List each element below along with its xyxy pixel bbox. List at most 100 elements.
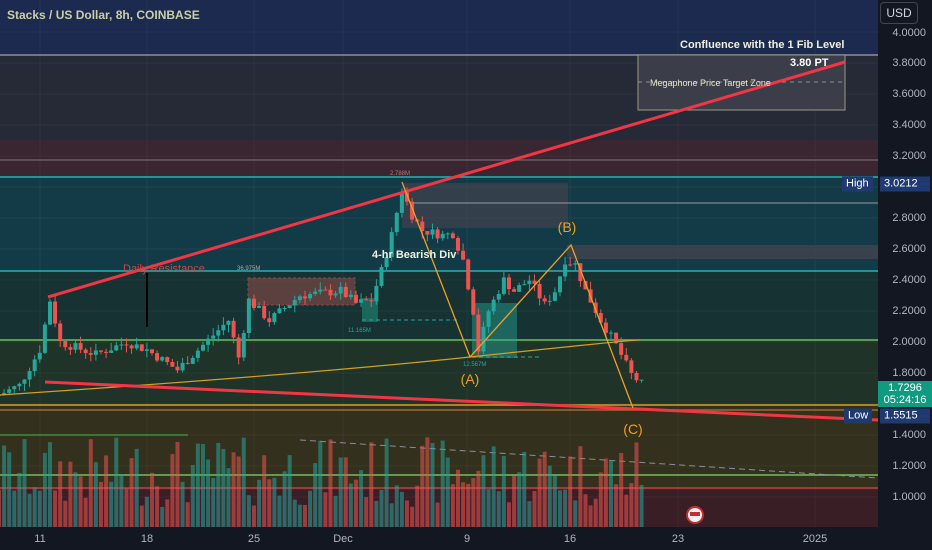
candle: [267, 318, 272, 323]
volume-bar: [552, 475, 557, 527]
price-tick: 2.8000: [892, 212, 926, 224]
zone-band: [0, 140, 878, 177]
moving-average: [0, 339, 641, 396]
volume-note: 2.788M: [390, 171, 410, 177]
dashed-projection: [299, 439, 878, 479]
volume-bar: [251, 505, 256, 527]
volume-note: 12.567M: [463, 362, 486, 368]
volume-bar: [53, 490, 58, 527]
volume-bar: [333, 495, 338, 527]
volume-bar: [568, 456, 573, 527]
volume-bar: [430, 443, 435, 527]
volume-bar: [185, 502, 190, 527]
volume-bar: [440, 440, 445, 527]
volume-bar: [455, 469, 460, 527]
candle: [445, 233, 450, 235]
volume-bar: [476, 470, 481, 527]
volume-bar: [124, 488, 129, 527]
volume-bar: [313, 463, 318, 527]
abc-wave-line: [401, 181, 634, 409]
candle: [461, 250, 466, 260]
volume-bar: [573, 500, 578, 527]
chart-plot-area[interactable]: Confluence with the 1 Fib Level 3.80 PT Me…: [0, 0, 878, 527]
zone-band: [0, 0, 878, 55]
volume-bar: [114, 437, 119, 527]
volume-bar: [211, 477, 216, 527]
candle: [73, 343, 78, 350]
volume-bar: [619, 453, 624, 527]
volume-bar: [517, 472, 522, 527]
volume-note: 11.165M: [348, 328, 371, 334]
candle: [542, 298, 547, 302]
candle: [129, 345, 134, 349]
price-tick: 2.4000: [892, 274, 926, 286]
currency-button[interactable]: USD: [880, 2, 918, 24]
volume-bar: [598, 472, 603, 527]
high-value: 3.0212: [880, 176, 930, 192]
volume-note: 36.975M: [237, 266, 260, 272]
volume-bar: [496, 491, 501, 527]
candle: [455, 238, 460, 251]
price-tick: 3.8000: [892, 57, 926, 69]
volume-bar: [501, 456, 506, 527]
time-axis[interactable]: 11 18 25 Dec 9 16 23 2025: [0, 527, 878, 550]
candle: [302, 296, 307, 299]
wave-c-label: (C): [623, 421, 642, 437]
candle: [53, 301, 58, 324]
volume-bar: [165, 499, 170, 527]
volume-bar: [445, 457, 450, 527]
candle: [287, 305, 292, 309]
candle: [573, 263, 578, 265]
candle: [506, 277, 511, 290]
volume-bar: [226, 468, 231, 527]
volume-bar: [481, 455, 486, 527]
volume-bar: [348, 483, 353, 527]
candle: [134, 344, 139, 349]
confluence-label: Confluence with the 1 Fib Level: [680, 39, 844, 51]
candle: [440, 233, 445, 239]
candle: [195, 350, 200, 358]
candle: [547, 300, 552, 302]
economic-event-icon[interactable]: [686, 506, 704, 524]
candle: [257, 305, 262, 308]
volume-bar: [328, 439, 333, 527]
price-axis[interactable]: 4.0000 3.8000 3.6000 3.4000 3.2000 2.8000 2.60…: [878, 0, 932, 527]
candle: [42, 324, 47, 353]
candle: [58, 323, 63, 342]
volume-bar: [461, 482, 466, 527]
volume-bar: [578, 446, 583, 527]
price-tick: 1.8000: [892, 367, 926, 379]
volume-bar: [292, 499, 297, 527]
candle: [614, 332, 619, 344]
candle: [328, 289, 333, 296]
volume-bar: [527, 501, 532, 527]
candle: [481, 326, 486, 352]
candle: [583, 281, 588, 290]
candle: [517, 285, 522, 292]
candle: [109, 350, 114, 353]
volume-bar: [267, 479, 272, 527]
volume-bar: [180, 481, 185, 527]
candle: [343, 286, 348, 298]
volume-bar: [47, 442, 52, 527]
volume-bar: [236, 456, 241, 527]
candle: [522, 284, 527, 286]
volume-bar: [144, 496, 149, 527]
volume-bar: [200, 444, 205, 527]
volume-bar: [379, 489, 384, 527]
volume-bar: [2, 445, 7, 527]
candle: [68, 347, 73, 350]
candle: [568, 264, 573, 266]
megaphone-lower-trendline: [44, 380, 878, 422]
candle: [7, 389, 12, 393]
volume-bar: [7, 452, 12, 527]
symbol-title[interactable]: Stacks / US Dollar, 8h, COINBASE: [7, 8, 200, 22]
chart-canvas[interactable]: Confluence with the 1 Fib Level 3.80 PT Me…: [0, 0, 878, 527]
low-value: 1.5515: [880, 408, 930, 424]
volume-bar: [343, 457, 348, 527]
volume-bar: [12, 490, 17, 527]
candle: [139, 344, 144, 351]
candle: [399, 192, 404, 213]
volume-bar: [170, 454, 175, 527]
volume-bar: [374, 500, 379, 527]
